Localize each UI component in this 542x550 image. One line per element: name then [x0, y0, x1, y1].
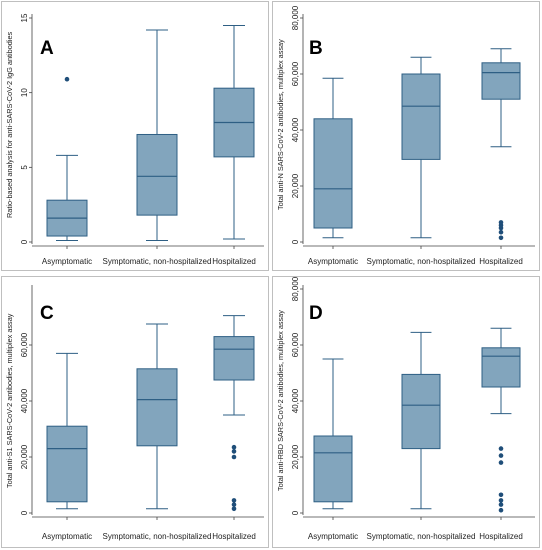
outlier-point: [498, 507, 504, 513]
x-tick-label: Hospitalized: [212, 532, 256, 541]
y-tick-label: 60,000: [291, 332, 300, 357]
x-tick-label: Symptomatic, non-hospitalized: [103, 532, 212, 541]
outlier-point: [231, 502, 237, 507]
y-tick-label: 0: [20, 239, 29, 244]
y-tick-label: 40,000: [291, 388, 300, 413]
y-tick-label: 80,000: [291, 277, 300, 301]
panel-a: Ratio-based analysis for anti-SARS-CoV-2…: [1, 1, 269, 271]
y-tick-label: 10: [20, 88, 29, 97]
outlier-point: [231, 444, 237, 450]
iqr-box: [136, 368, 178, 447]
panel-c: Total anti-S1 SARS-CoV-2 antibodies, mul…: [1, 276, 269, 548]
y-tick-label: 20,000: [20, 444, 29, 469]
y-tick-label: 0: [291, 510, 300, 515]
x-tick-label: Symptomatic, non-hospitalized: [103, 257, 212, 266]
x-tick-label: Symptomatic, non-hospitalized: [367, 532, 476, 541]
panel-letter: A: [40, 38, 54, 59]
iqr-box: [213, 336, 255, 381]
panel-letter: B: [309, 38, 323, 59]
box-plot-c: 0 20,000 40,000 60,000 Asymptomatic Symptomat…: [20, 285, 264, 541]
y-tick-label: 0: [20, 510, 29, 515]
iqr-box: [136, 133, 178, 216]
y-tick-label: 15: [20, 13, 29, 22]
iqr-box: [313, 435, 353, 503]
outlier-point: [498, 492, 504, 498]
iqr-box: [481, 62, 521, 100]
x-tick-label: Hospitalized: [479, 257, 523, 266]
outlier-point: [231, 498, 237, 503]
iqr-box: [401, 73, 441, 160]
panel-b: Total anti-N SARS-CoV-2 antibodies, mult…: [272, 1, 540, 271]
panel-letter: D: [309, 303, 323, 324]
panel-d: Total anti-RBD SARS-CoV-2 antibodies, mu…: [272, 276, 540, 548]
outlier-point: [498, 235, 504, 241]
outlier-point: [231, 506, 237, 512]
x-tick-label: Asymptomatic: [308, 532, 358, 541]
x-tick-label: Asymptomatic: [308, 257, 358, 266]
x-tick-label: Asymptomatic: [42, 532, 92, 541]
outlier-point: [498, 220, 504, 225]
y-tick-label: 80,000: [291, 5, 300, 30]
iqr-box: [401, 373, 441, 450]
outlier-point: [231, 449, 237, 454]
box-plot-a: 0 5 10 15 Asymptomatic Symptomatic, non-hospi…: [20, 13, 264, 266]
iqr-box: [46, 425, 88, 503]
outlier-point: [498, 446, 504, 451]
outlier-point: [498, 498, 504, 503]
y-tick-label: 40,000: [20, 388, 29, 413]
outlier-point: [498, 460, 504, 465]
x-tick-label: Symptomatic, non-hospitalized: [367, 257, 476, 266]
iqr-box: [481, 347, 521, 388]
x-tick-label: Hospitalized: [212, 257, 256, 266]
y-tick-label: 20,000: [291, 444, 300, 469]
y-tick-label: 40,000: [291, 117, 300, 142]
x-tick-label: Asymptomatic: [42, 257, 92, 266]
y-tick-label: 0: [291, 239, 300, 244]
iqr-box: [313, 118, 353, 229]
y-tick-label: 20,000: [291, 173, 300, 198]
outlier-point: [64, 76, 70, 82]
box-plot-d: 0 20,000 40,000 60,000 80,000 Asymptomatic Sym…: [291, 277, 535, 541]
panel-letter: C: [40, 303, 54, 324]
x-tick-label: Hospitalized: [479, 532, 523, 541]
y-tick-label: 60,000: [20, 332, 29, 357]
box-plot-b: 0 20,000 40,000 60,000 80,000 Asymptomatic Sym…: [291, 5, 535, 266]
y-tick-label: 5: [20, 165, 29, 170]
y-tick-label: 60,000: [291, 61, 300, 86]
outlier-point: [498, 229, 504, 235]
outlier-point: [231, 454, 237, 460]
outlier-point: [498, 502, 504, 507]
outlier-point: [498, 453, 504, 458]
